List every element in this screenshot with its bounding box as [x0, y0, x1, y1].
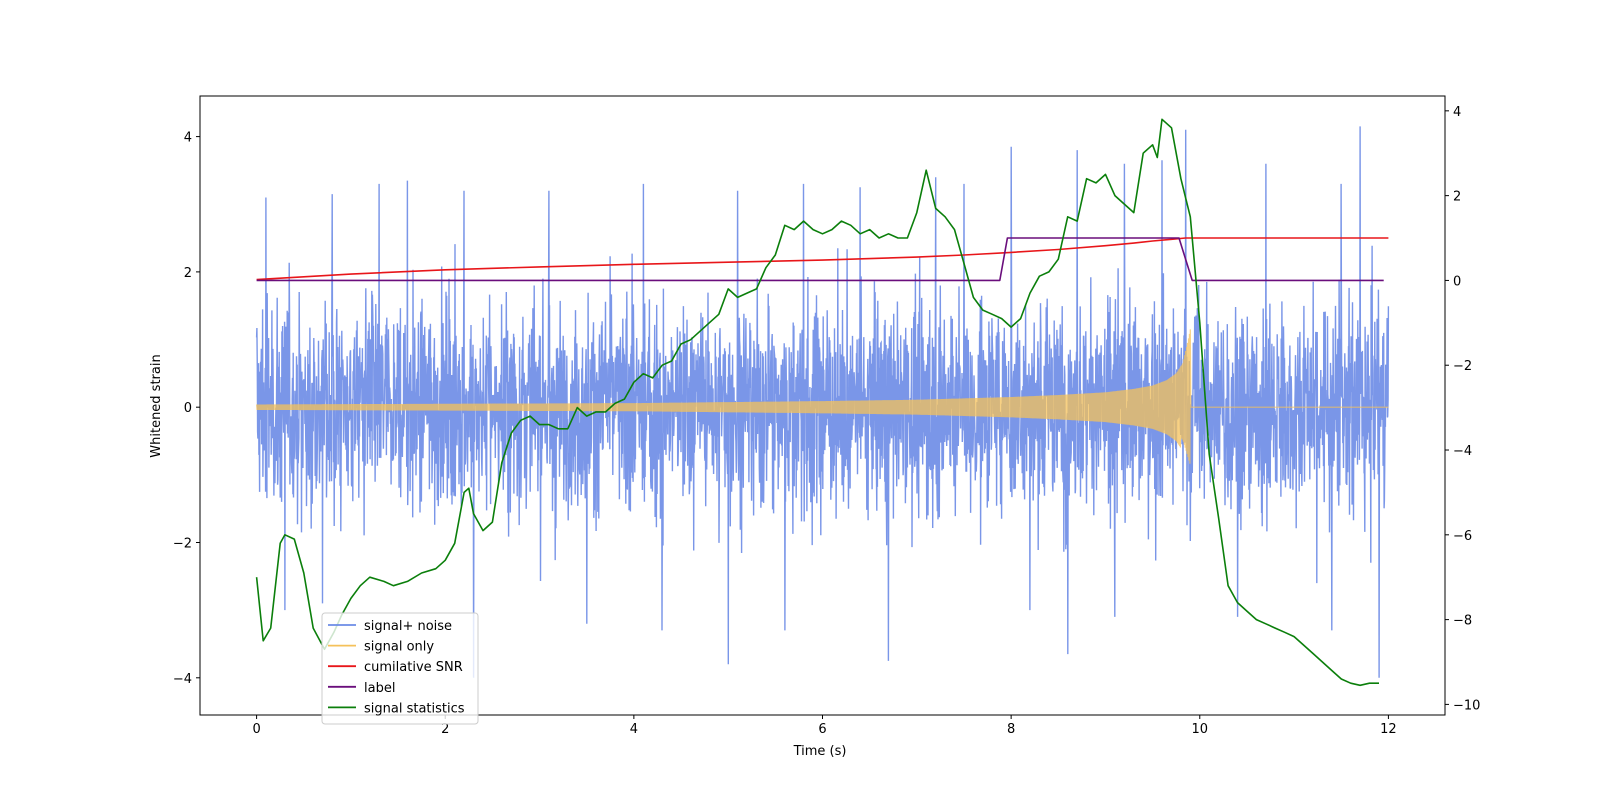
series-signal-only	[256, 329, 1389, 464]
legend: signal+ noise signal only cumilative SNR la…	[321, 612, 479, 725]
y-right-tick-label: −8	[1453, 614, 1472, 629]
x-tick-label: 8	[1007, 722, 1015, 737]
x-tick-label: 2	[441, 722, 449, 737]
legend-label: signal statistics	[364, 701, 465, 716]
y-right-tick-label: 2	[1453, 190, 1461, 205]
y-right-tick-label: −10	[1453, 698, 1480, 713]
legend-box	[321, 612, 479, 725]
y-right-tick-label: −6	[1453, 529, 1472, 544]
y-left-tick-label: 0	[184, 401, 192, 416]
x-tick-label: 10	[1191, 722, 1208, 737]
y-right-tick-label: −4	[1453, 444, 1472, 459]
legend-label: signal+ noise	[364, 619, 452, 634]
y-left-tick-label: 2	[184, 266, 192, 281]
legend-label: signal only	[364, 640, 434, 655]
y-right-tick-label: 0	[1453, 274, 1461, 289]
x-tick-label: 12	[1380, 722, 1397, 737]
x-tick-label: 6	[818, 722, 826, 737]
axes-layer: 0 2 4 6 8 10 12 −4 −2 0 2 4 −10 −8 −6 −4 −2 0 2 4	[173, 105, 1481, 737]
series-signal-statistics	[255, 118, 1379, 687]
y-right-tick-label: 4	[1453, 105, 1461, 120]
series-cumilative-snr	[256, 237, 1389, 281]
series-label	[256, 237, 1384, 282]
y-left-tick-label: −2	[173, 536, 192, 551]
x-axis-label: Time (s)	[793, 744, 847, 759]
series-signal-noise	[255, 126, 1390, 678]
y-left-tick-label: −4	[173, 672, 192, 687]
legend-label: cumilative SNR	[364, 660, 463, 675]
x-tick-label: 0	[252, 722, 260, 737]
y-axis-label: Whitened strain	[149, 354, 164, 457]
x-tick-label: 4	[630, 722, 638, 737]
legend-label: label	[364, 681, 395, 696]
y-right-tick-label: −2	[1453, 359, 1472, 374]
y-left-tick-label: 4	[184, 131, 192, 146]
series-layer	[255, 118, 1390, 687]
